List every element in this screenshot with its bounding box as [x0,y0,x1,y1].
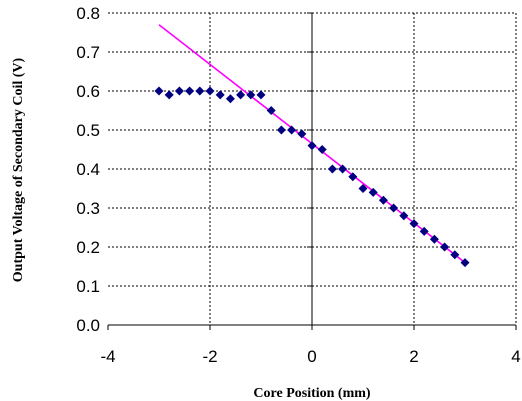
data-point [287,125,297,135]
y-tick-label: 0.7 [76,43,100,62]
data-point [389,203,399,213]
x-tick-label: -2 [202,347,217,366]
data-point [327,164,337,174]
y-tick-label: 0.6 [76,82,100,101]
series [154,24,470,268]
y-axis-title: Output Voltage of Secondary Coil (V) [11,57,26,282]
data-point [236,90,246,100]
data-point [358,184,368,193]
x-tick-label: 2 [409,347,418,366]
y-tick-label: 0.4 [76,160,100,179]
data-point [174,86,184,96]
y-tick-label: 0.5 [76,121,100,140]
tick-labels: -4 -2 0 2 4 0.0 0.1 0.2 0.3 0.4 0.5 0.6 0.7 0.8 [76,4,520,366]
x-tick-label: 0 [307,347,316,366]
data-point [154,86,164,96]
y-tick-label: 0.0 [76,316,100,335]
data-point [317,145,327,154]
data-point [460,258,470,268]
data-point [246,90,256,100]
y-tick-label: 0.1 [76,277,100,296]
data-point [429,234,439,244]
data-point [307,141,317,151]
data-point [368,187,378,197]
data-point [378,195,388,205]
axes [107,12,517,330]
data-point [164,90,174,100]
data-point [225,94,235,104]
data-point [399,211,409,221]
data-point [276,125,286,135]
y-tick-label: 0.8 [76,4,100,23]
x-tick-label: 4 [511,347,520,366]
data-point [205,86,215,96]
y-tick-label: 0.2 [76,238,100,257]
data-point [450,250,460,260]
x-axis-title: Core Position (mm) [253,386,370,401]
data-point [266,106,276,115]
data-point [185,86,195,96]
y-tick-label: 0.3 [76,199,100,218]
data-point [338,164,348,174]
data-point [256,90,266,100]
data-point [215,90,225,100]
data-point [409,219,419,229]
data-point [348,172,358,182]
data-point [440,242,450,252]
data-point [419,226,429,236]
x-tick-label: -4 [100,347,115,366]
data-point [297,129,307,139]
data-point [195,86,205,96]
